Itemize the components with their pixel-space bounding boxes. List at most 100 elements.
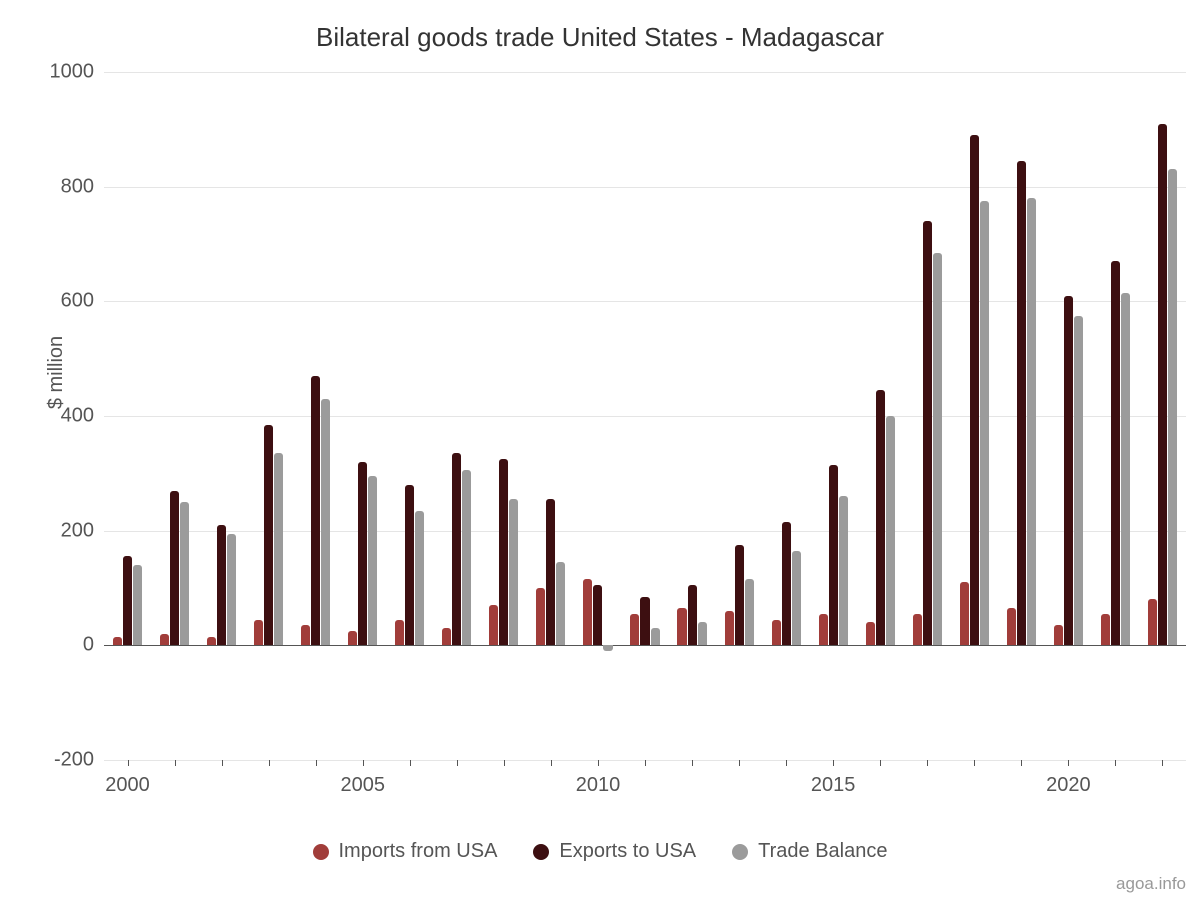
chart-title: Bilateral goods trade United States - Ma… xyxy=(0,22,1200,53)
bar-imports xyxy=(725,611,734,645)
x-tick-mark xyxy=(222,760,223,766)
x-tick-mark xyxy=(504,760,505,766)
bar-imports xyxy=(489,605,498,645)
legend-item-balance: Trade Balance xyxy=(732,840,887,863)
x-tick-mark xyxy=(175,760,176,766)
bar-imports xyxy=(772,620,781,646)
bar-imports xyxy=(583,579,592,645)
bar-balance xyxy=(603,645,612,651)
x-tick-mark xyxy=(128,760,129,766)
x-tick-mark xyxy=(645,760,646,766)
bar-imports xyxy=(536,588,545,645)
y-tick-label: 1000 xyxy=(50,61,105,84)
bar-imports xyxy=(677,608,686,645)
legend-label: Exports to USA xyxy=(559,840,696,863)
bar-exports xyxy=(923,221,932,645)
x-tick-mark xyxy=(269,760,270,766)
bar-exports xyxy=(1111,261,1120,645)
plot-area: -200020040060080010002000200520102015202… xyxy=(104,72,1186,760)
legend-item-imports: Imports from USA xyxy=(313,840,498,863)
y-tick-label: 200 xyxy=(61,519,104,542)
legend-swatch xyxy=(533,844,549,860)
x-tick-mark xyxy=(833,760,834,766)
bar-balance xyxy=(1121,293,1130,646)
zero-line xyxy=(104,645,1186,646)
bar-exports xyxy=(311,376,320,645)
bar-imports xyxy=(1007,608,1016,645)
x-tick-mark xyxy=(692,760,693,766)
bar-exports xyxy=(640,597,649,646)
bar-exports xyxy=(405,485,414,646)
bar-imports xyxy=(207,637,216,646)
bar-imports xyxy=(395,620,404,646)
bar-balance xyxy=(698,622,707,645)
x-tick-mark xyxy=(1162,760,1163,766)
legend-item-exports: Exports to USA xyxy=(533,840,696,863)
bar-balance xyxy=(368,476,377,645)
bar-exports xyxy=(170,491,179,646)
bar-imports xyxy=(301,625,310,645)
x-tick-mark xyxy=(1021,760,1022,766)
bar-balance xyxy=(980,201,989,645)
legend-swatch xyxy=(732,844,748,860)
x-tick-mark xyxy=(598,760,599,766)
x-tick-mark xyxy=(786,760,787,766)
bar-imports xyxy=(254,620,263,646)
x-tick-mark xyxy=(316,760,317,766)
bar-exports xyxy=(876,390,885,645)
legend: Imports from USA Exports to USA Trade Bala… xyxy=(0,840,1200,863)
bar-balance xyxy=(1168,169,1177,645)
bar-balance xyxy=(556,562,565,645)
y-tick-label: 600 xyxy=(61,290,104,313)
x-tick-mark xyxy=(551,760,552,766)
bar-balance xyxy=(839,496,848,645)
bar-exports xyxy=(452,453,461,645)
bar-balance xyxy=(509,499,518,645)
bar-imports xyxy=(160,634,169,645)
x-tick-mark xyxy=(410,760,411,766)
bar-exports xyxy=(1064,296,1073,646)
bar-imports xyxy=(442,628,451,645)
bar-exports xyxy=(499,459,508,645)
bar-balance xyxy=(933,253,942,646)
x-tick-mark xyxy=(363,760,364,766)
bar-exports xyxy=(217,525,226,645)
y-axis-label: $ million xyxy=(45,336,68,409)
bar-balance xyxy=(227,534,236,646)
bar-exports xyxy=(593,585,602,645)
bar-exports xyxy=(688,585,697,645)
bar-exports xyxy=(829,465,838,646)
bar-imports xyxy=(866,622,875,645)
bar-imports xyxy=(960,582,969,645)
bar-imports xyxy=(630,614,639,646)
bar-exports xyxy=(735,545,744,645)
x-tick-mark xyxy=(457,760,458,766)
attribution: agoa.info xyxy=(1116,874,1186,894)
bar-imports xyxy=(1054,625,1063,645)
bar-balance xyxy=(274,453,283,645)
bar-imports xyxy=(913,614,922,646)
bar-exports xyxy=(782,522,791,645)
bar-balance xyxy=(180,502,189,645)
bar-exports xyxy=(546,499,555,645)
bar-exports xyxy=(358,462,367,645)
bar-imports xyxy=(819,614,828,646)
bar-exports xyxy=(1158,124,1167,646)
bar-balance xyxy=(745,579,754,645)
bar-balance xyxy=(1027,198,1036,645)
bar-balance xyxy=(133,565,142,645)
bar-balance xyxy=(792,551,801,646)
y-tick-label: 800 xyxy=(61,175,104,198)
gridline xyxy=(104,72,1186,73)
bar-imports xyxy=(1101,614,1110,646)
bar-balance xyxy=(651,628,660,645)
bar-balance xyxy=(1074,316,1083,646)
bar-exports xyxy=(123,556,132,645)
chart-container: Bilateral goods trade United States - Ma… xyxy=(0,0,1200,900)
bar-balance xyxy=(415,511,424,646)
legend-label: Imports from USA xyxy=(339,840,498,863)
x-tick-mark xyxy=(1115,760,1116,766)
x-tick-mark xyxy=(1068,760,1069,766)
legend-swatch xyxy=(313,844,329,860)
bar-imports xyxy=(113,637,122,646)
